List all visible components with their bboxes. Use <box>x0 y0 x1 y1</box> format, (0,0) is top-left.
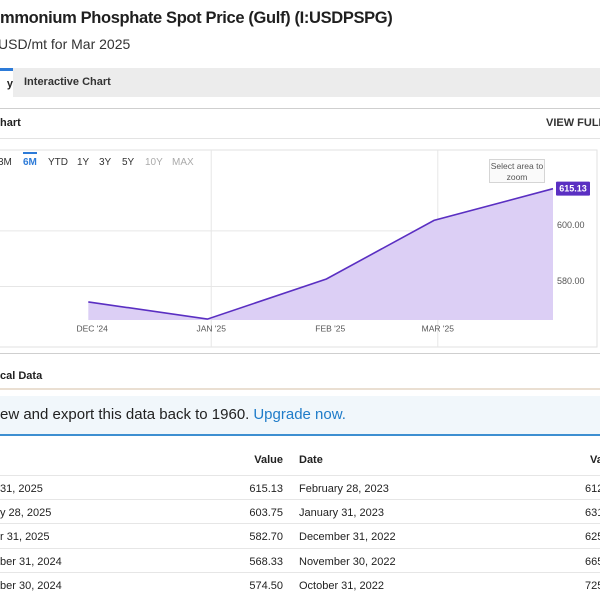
area <box>88 188 554 320</box>
view-full-link[interactable]: VIEW FULL C <box>546 117 600 129</box>
tab-bar <box>0 68 600 97</box>
upgrade-banner <box>0 396 600 436</box>
x-tick-label: JAN '25 <box>196 323 226 333</box>
table-cell: 665 <box>585 556 600 568</box>
table-cell: October 31, 2022 <box>299 580 385 592</box>
page-title: mmonium Phosphate Spot Price (Gulf) (I:U… <box>0 9 393 27</box>
table-cell: 603.75 <box>249 507 283 519</box>
row-divider <box>0 475 600 476</box>
banner-text: ew and export this data back to 1960. <box>0 406 250 423</box>
table-cell: 631 <box>585 507 600 519</box>
last-value-box <box>556 181 590 196</box>
tab[interactable]: y <box>0 68 13 97</box>
table-cell: 582.70 <box>249 531 283 543</box>
upgrade-link[interactable]: Upgrade now. <box>253 406 346 423</box>
panel-header <box>0 108 600 139</box>
plot-frame <box>0 149 598 348</box>
panel-title: hart <box>0 117 21 129</box>
range-button[interactable]: 5Y <box>122 157 135 168</box>
table-cell: 568.33 <box>249 556 283 568</box>
table-cell: 625 <box>585 531 600 543</box>
last-value-label: 615.13 <box>559 184 587 194</box>
table-cell: ber 31, 2024 <box>0 556 62 568</box>
table-cell: 615.13 <box>249 483 283 495</box>
tab[interactable]: Interactive Chart <box>24 76 111 88</box>
x-tick-label: FEB '25 <box>315 323 345 333</box>
table-cell: 31, 2025 <box>0 483 43 495</box>
table-cell: r 31, 2025 <box>0 531 50 543</box>
banner-text: ew and export this data back to 1960. Upg… <box>0 406 346 423</box>
row-divider <box>0 499 600 500</box>
table-cell: y 28, 2025 <box>0 507 52 519</box>
column-header: Date <box>299 454 323 466</box>
row-divider <box>0 523 600 524</box>
row-divider <box>0 548 600 549</box>
table-cell: 612 <box>585 483 600 495</box>
column-header: Va <box>590 454 600 466</box>
range-button[interactable]: 1Y <box>77 157 90 168</box>
table-cell: 725 <box>585 580 600 592</box>
table-cell: November 30, 2022 <box>299 556 396 568</box>
table-cell: January 31, 2023 <box>299 507 385 519</box>
x-tick-label: MAR '25 <box>422 323 455 333</box>
chart-panel <box>0 108 600 354</box>
line <box>88 187 554 320</box>
table-cell: February 28, 2023 <box>299 483 389 495</box>
table-cell: ber 30, 2024 <box>0 580 62 592</box>
historical-title: cal Data <box>0 370 43 382</box>
range-button[interactable]: MAX <box>172 157 194 168</box>
column-header: Value <box>254 454 283 466</box>
historical-header <box>0 362 600 390</box>
range-button[interactable]: 6M <box>23 152 37 168</box>
range-button[interactable]: 10Y <box>145 157 163 168</box>
zoom-hint: Select area to zoom <box>489 159 545 183</box>
range-button[interactable]: 3M <box>0 157 12 168</box>
x-tick-label: DEC '24 <box>76 323 108 333</box>
range-button[interactable]: 3Y <box>99 157 112 168</box>
table-cell: 574.50 <box>249 580 283 592</box>
table-cell: December 31, 2022 <box>299 531 396 543</box>
subtitle: USD/mt for Mar 2025 <box>0 36 131 52</box>
row-divider <box>0 572 600 573</box>
y-tick-label: 600.00 <box>557 220 585 230</box>
y-tick-label: 580.00 <box>557 276 585 286</box>
range-button[interactable]: YTD <box>48 157 68 168</box>
